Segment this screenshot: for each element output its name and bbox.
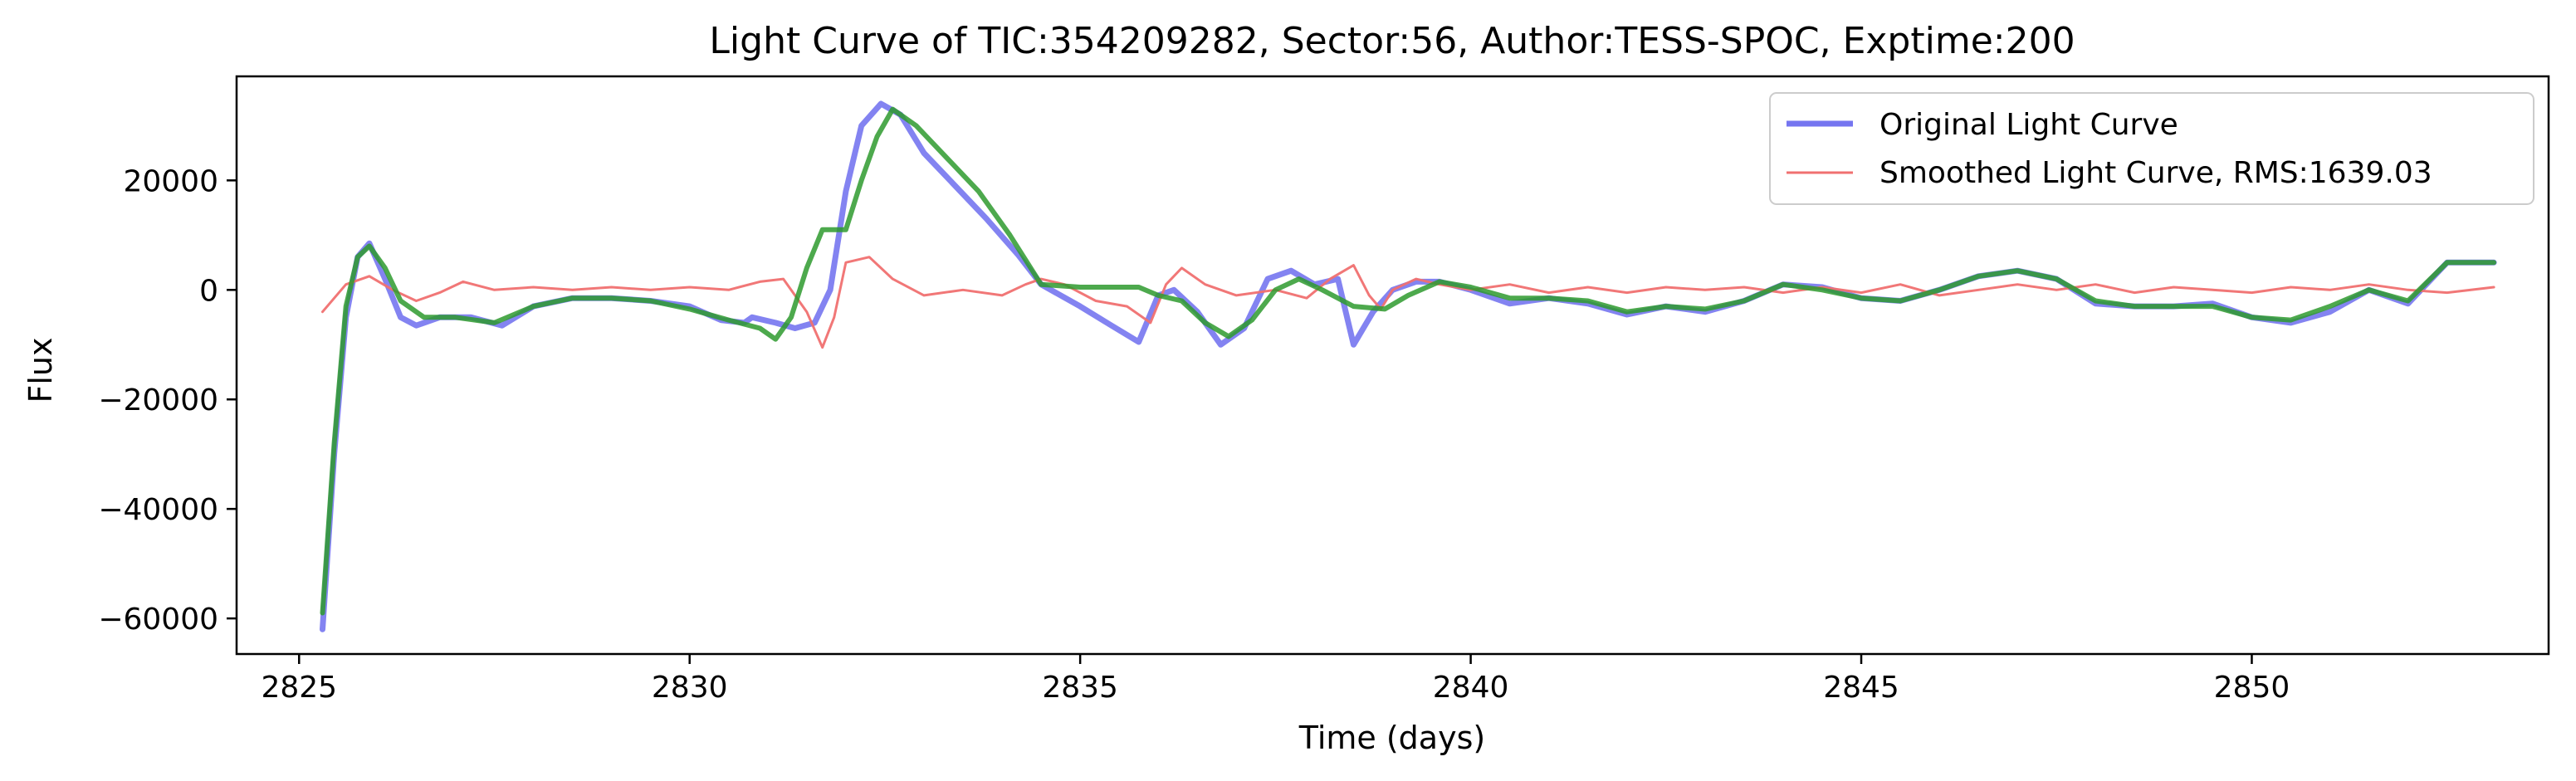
legend-box bbox=[1769, 92, 2534, 205]
x-tick-label: 2840 bbox=[1433, 671, 1509, 705]
plot-frame bbox=[235, 75, 2550, 656]
legend-label-original: Original Light Curve bbox=[1879, 108, 2178, 142]
legend: Original Light Curve Smoothed Light Curv… bbox=[1769, 92, 2534, 205]
x-tick-label: 2830 bbox=[652, 671, 728, 705]
y-tick-label: −40000 bbox=[98, 493, 218, 527]
x-axis-label: Time (days) bbox=[1298, 720, 1485, 756]
y-axis-ticks: −60000 −40000 −20000 0 20000 bbox=[98, 164, 237, 637]
x-axis-ticks: 2825 2830 2835 2840 2845 2850 bbox=[261, 654, 2290, 705]
y-tick-label: 20000 bbox=[123, 164, 218, 198]
x-tick-label: 2825 bbox=[261, 671, 337, 705]
x-tick-label: 2835 bbox=[1042, 671, 1118, 705]
y-tick-label: −60000 bbox=[98, 603, 218, 637]
y-tick-label: 0 bbox=[199, 274, 218, 308]
x-tick-label: 2845 bbox=[1823, 671, 1899, 705]
legend-label-smoothed: Smoothed Light Curve, RMS:1639.03 bbox=[1879, 156, 2432, 190]
y-axis-label: Flux bbox=[22, 338, 59, 403]
x-tick-label: 2850 bbox=[2214, 671, 2290, 705]
series-line-2 bbox=[320, 106, 2497, 616]
y-tick-label: −20000 bbox=[98, 383, 218, 417]
series-layer bbox=[320, 100, 2497, 632]
chart-title: Light Curve of TIC:354209282, Sector:56,… bbox=[709, 20, 2075, 62]
